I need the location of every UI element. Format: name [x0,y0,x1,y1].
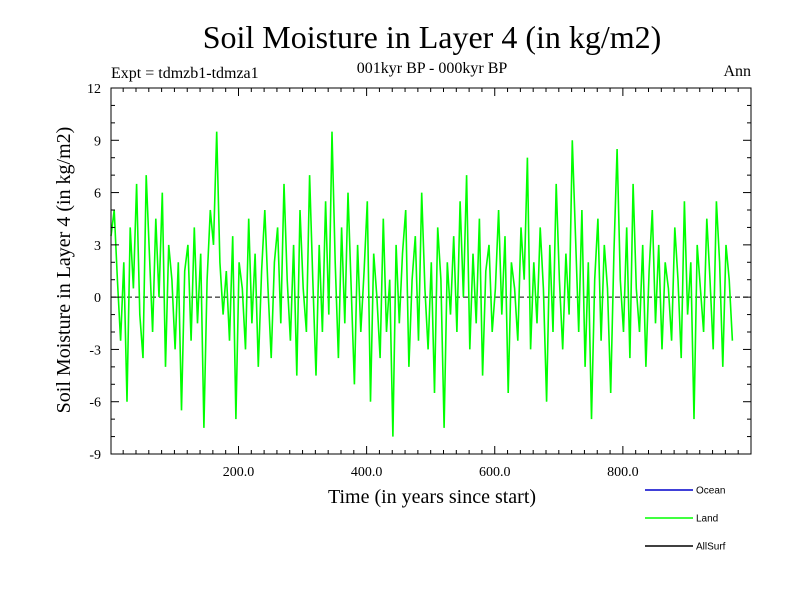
y-tick-label: -3 [89,343,101,358]
chart-subtitle: 001kyr BP - 000kyr BP [357,60,508,77]
y-tick-label: 6 [94,187,101,202]
x-tick-label: 400.0 [351,465,383,480]
x-tick-label: 200.0 [223,465,255,480]
series-group [110,131,734,437]
y-tick-label: -9 [89,448,101,463]
y-tick-label: 12 [87,82,101,97]
legend-label-land: Land [696,514,718,525]
legend-label-ocean: Ocean [696,486,725,497]
y-axis-label: Soil Moisture in Layer 4 (in kg/m2) [53,127,75,414]
legend: Ocean Land AllSurf [645,486,726,553]
x-axis-label: Time (in years since start) [328,486,536,508]
axis-tick-labels: -9 -6 -3 0 3 6 9 12 200.0 400.0 600.0 800.0 [87,82,639,480]
experiment-label: Expt = tdmzb1-tdmza1 [111,65,259,82]
chart-title: Soil Moisture in Layer 4 (in kg/m2) [203,19,662,55]
x-tick-label: 800.0 [607,465,639,480]
axis-ticks [111,87,751,455]
plot-frame [110,87,752,455]
y-tick-label: 0 [94,291,101,306]
x-tick-label: 600.0 [479,465,511,480]
y-tick-label: 3 [94,239,101,254]
legend-label-allsurf: AllSurf [696,542,726,553]
series-line-land [110,131,734,437]
y-tick-label: 9 [94,134,101,149]
season-label: Ann [723,63,751,80]
y-tick-label: -6 [89,396,101,411]
